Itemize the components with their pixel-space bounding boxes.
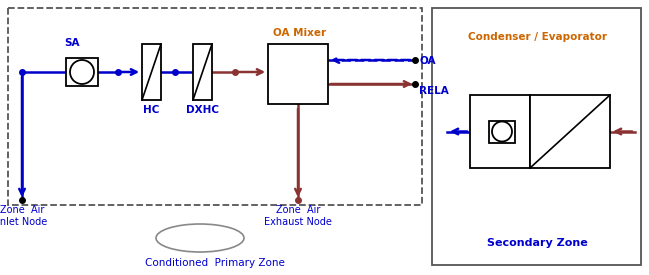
Text: Condenser / Evaporator: Condenser / Evaporator <box>467 32 607 42</box>
Text: Conditioned  Primary Zone: Conditioned Primary Zone <box>145 258 285 268</box>
Text: OA Mixer: OA Mixer <box>273 28 326 38</box>
Bar <box>8 8 422 205</box>
Text: SA: SA <box>64 38 79 48</box>
Text: Secondary Zone: Secondary Zone <box>487 238 587 248</box>
Text: DXHC: DXHC <box>186 105 219 115</box>
Circle shape <box>492 122 512 142</box>
Bar <box>142 44 161 100</box>
Circle shape <box>70 60 94 84</box>
Bar <box>268 44 328 104</box>
Bar <box>470 95 530 168</box>
Text: Zone  Air
Exhaust Node: Zone Air Exhaust Node <box>264 205 332 227</box>
Text: RELA: RELA <box>419 86 448 96</box>
Bar <box>530 95 610 168</box>
Text: OA: OA <box>419 56 435 66</box>
Bar <box>489 120 515 142</box>
Text: Zone  Air
Inlet Node: Zone Air Inlet Node <box>0 205 47 227</box>
Ellipse shape <box>156 224 244 252</box>
Text: Thermostat: Thermostat <box>170 233 230 243</box>
Text: HC: HC <box>143 105 160 115</box>
Bar <box>66 58 98 86</box>
Bar <box>193 44 212 100</box>
Bar <box>432 8 641 265</box>
